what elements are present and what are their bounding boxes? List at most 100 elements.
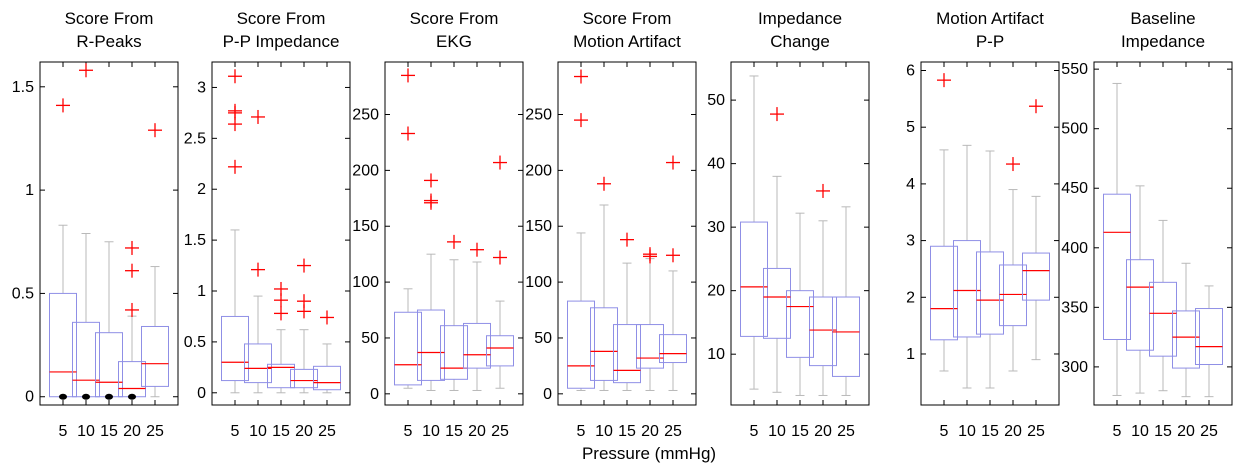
y-tick-label: 0 <box>197 385 206 402</box>
iqr-box <box>999 264 1027 327</box>
iqr-box <box>763 267 791 339</box>
x-tick-label: 5 <box>940 423 949 440</box>
iqr-box <box>636 324 664 369</box>
panel-title-line: Impedance <box>1121 32 1205 51</box>
panel-title: Impedance Change <box>758 9 842 51</box>
outlier-marker <box>125 240 139 255</box>
panel-title-line: P-P <box>976 32 1004 51</box>
panel-title-line: EKG <box>436 32 472 51</box>
outlier-marker <box>643 247 657 262</box>
outlier-marker <box>401 68 415 83</box>
iqr-box <box>221 315 249 382</box>
outlier-marker <box>297 258 311 273</box>
x-tick-label: 20 <box>123 423 141 440</box>
y-tick-label: 3 <box>197 79 206 96</box>
outlier-marker <box>251 262 265 277</box>
outlier-marker <box>597 176 611 191</box>
outlier-marker <box>493 250 507 265</box>
outlier-marker <box>228 159 242 174</box>
x-tick-label: 20 <box>814 423 832 440</box>
panel-title: Score From EKG <box>410 9 499 51</box>
plot-frame <box>384 61 524 406</box>
outlier-marker <box>1029 99 1043 114</box>
box-20 <box>463 242 491 391</box>
x-tick-label: 10 <box>768 423 786 440</box>
panel-title-line: Score From <box>237 9 326 28</box>
y-tick-label: 10 <box>707 346 725 363</box>
box-25 <box>1022 99 1050 361</box>
x-tick-label: 10 <box>249 423 267 440</box>
iqr-box <box>486 335 514 367</box>
iqr-box <box>463 322 491 369</box>
outlier-marker <box>125 263 139 278</box>
y-tick-label: 300 <box>1061 359 1088 376</box>
outlier-marker <box>125 302 139 317</box>
y-tick-label: 30 <box>707 219 725 236</box>
outlier-marker <box>574 113 588 128</box>
panel-title-line: Score From <box>583 9 672 28</box>
panel-1: Score From R-Peaks 0 0.5 1 1.5 5 10 15 20 25 <box>12 9 179 440</box>
x-tick-label: 25 <box>318 423 336 440</box>
outlier-marker <box>937 73 951 88</box>
box-25 <box>659 155 687 391</box>
outlier-marker <box>493 155 507 170</box>
x-tick-label: 5 <box>231 423 240 440</box>
iqr-box <box>590 307 618 381</box>
y-tick-label: 450 <box>1061 180 1088 197</box>
iqr-box <box>930 245 958 341</box>
outlier-marker <box>666 248 680 263</box>
y-tick-label: 20 <box>707 283 725 300</box>
outlier-marker <box>79 63 93 78</box>
y-tick-label: 1.5 <box>184 232 206 249</box>
x-tick-label: 5 <box>750 423 759 440</box>
box-20 <box>118 240 146 400</box>
y-tick-label: 0.5 <box>184 334 206 351</box>
iqr-box <box>567 300 595 389</box>
outlier-marker <box>1006 157 1020 172</box>
panel-2: Score From P-P Impedance 0 0.5 1 1.5 2 2.5 3 5 10 1… <box>184 9 351 440</box>
x-tick-label: 20 <box>1004 423 1022 440</box>
panel-title-line: Motion Artifact <box>936 9 1044 28</box>
box-25 <box>1195 285 1223 398</box>
iqr-box <box>740 221 768 337</box>
x-tick-label: 25 <box>146 423 164 440</box>
iqr-box <box>953 240 981 338</box>
x-tick-label: 10 <box>595 423 613 440</box>
iqr-box <box>313 365 341 391</box>
box-5 <box>1103 82 1131 396</box>
y-tick-label: 1 <box>25 182 34 199</box>
outlier-marker <box>251 109 265 124</box>
y-tick-label: 200 <box>352 162 379 179</box>
iqr-box <box>832 296 860 377</box>
y-tick-label: 2 <box>197 181 206 198</box>
x-tick-label: 5 <box>577 423 586 440</box>
iqr-box <box>1126 259 1154 351</box>
x-tick-label: 15 <box>100 423 118 440</box>
y-tick-label: 400 <box>1061 240 1088 257</box>
iqr-box <box>786 290 814 358</box>
y-tick-label: 50 <box>361 330 379 347</box>
y-tick-label: 0 <box>543 386 552 403</box>
panel-title: Baseline Impedance <box>1121 9 1205 51</box>
x-tick-label: 10 <box>422 423 440 440</box>
panel-title-line: Baseline <box>1130 9 1195 28</box>
box-20 <box>290 258 318 394</box>
y-tick-label: 350 <box>1061 299 1088 316</box>
x-tick-label: 25 <box>1200 423 1218 440</box>
iqr-box <box>267 363 295 389</box>
box-20 <box>999 157 1027 372</box>
y-tick-label: 2.5 <box>184 130 206 147</box>
y-tick-label: 6 <box>906 63 915 80</box>
box-5 <box>740 75 768 390</box>
outlier-marker <box>297 294 311 309</box>
y-tick-label: 100 <box>525 274 552 291</box>
panel-title-line: Impedance <box>758 9 842 28</box>
panel-title-line: Motion Artifact <box>573 32 681 51</box>
outlier-marker <box>320 310 334 325</box>
y-tick-label: 1 <box>906 346 915 363</box>
box-15 <box>440 234 468 391</box>
y-tick-label: 0 <box>25 389 34 406</box>
y-tick-label: 150 <box>352 218 379 235</box>
x-axis-label: Pressure (mmHg) <box>582 444 716 463</box>
y-tick-label: 200 <box>525 162 552 179</box>
